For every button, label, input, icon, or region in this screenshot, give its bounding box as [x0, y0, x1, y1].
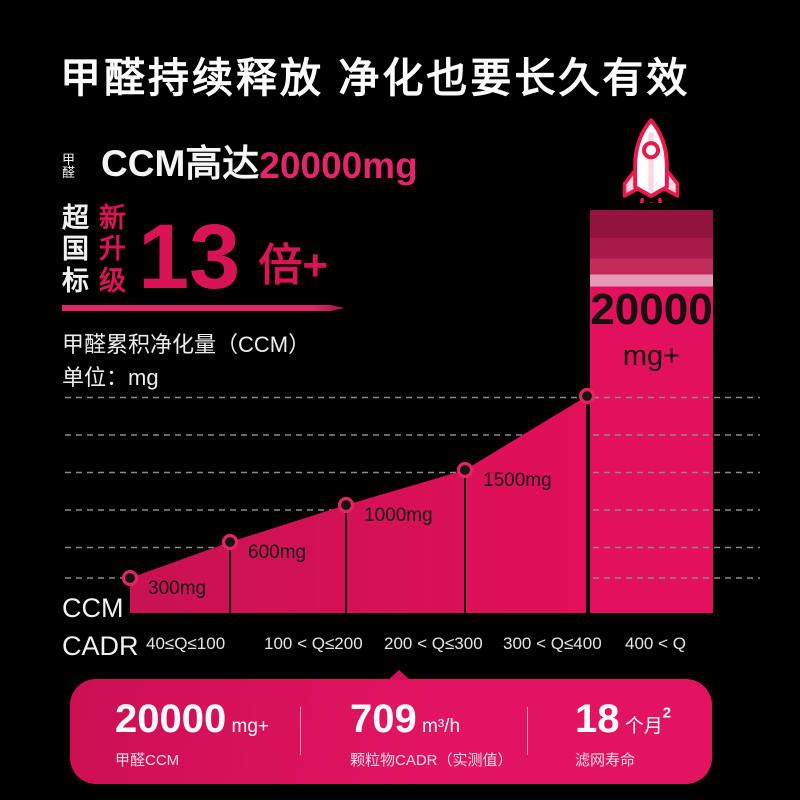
svg-text:600mg: 600mg	[248, 542, 306, 563]
svg-text:1000mg: 1000mg	[364, 505, 433, 526]
svg-text:300mg: 300mg	[148, 578, 206, 599]
svg-text:1500mg: 1500mg	[483, 470, 552, 491]
